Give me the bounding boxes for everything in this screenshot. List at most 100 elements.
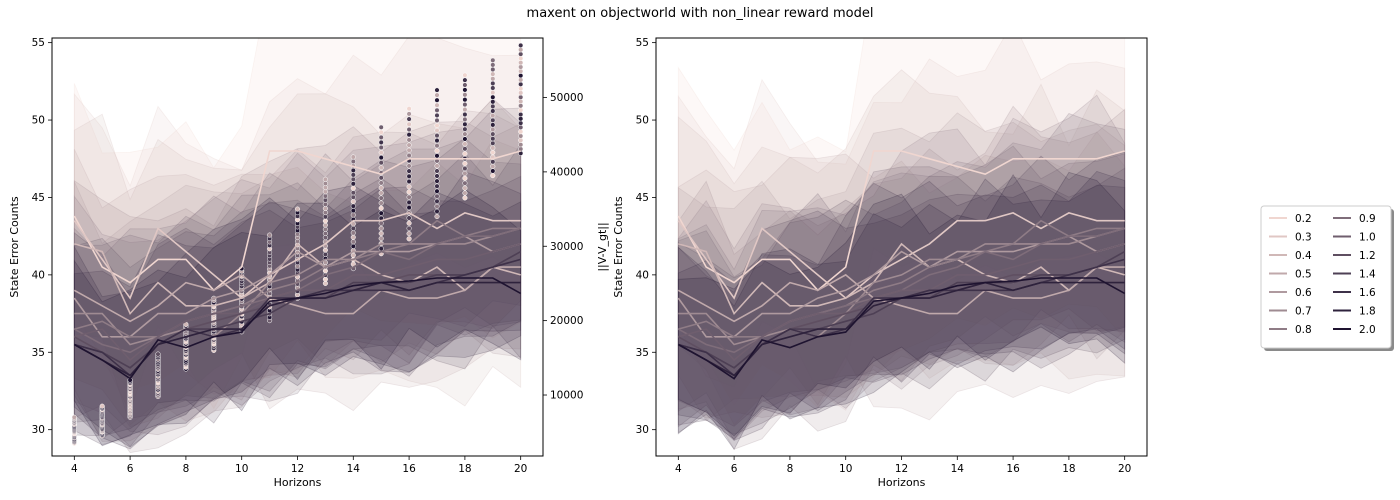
x-tick-label: 6 [127, 463, 134, 475]
legend: 0.2 0.3 0.4 0.5 0.6 0.7 0.8 0.9 1.0 1.2 1.4 1.6 1.8 2… [1260, 205, 1394, 351]
band-1.6 [677, 180, 1126, 440]
scatter-point [322, 205, 328, 212]
scatter-point [462, 175, 468, 181]
scatter-point [434, 203, 440, 209]
scatter-point [462, 146, 468, 152]
scatter-point [434, 148, 440, 154]
scatter-point [462, 165, 468, 172]
x-tick-label: 14 [951, 463, 965, 475]
x-tick-label: 16 [402, 463, 416, 475]
scatter-point [378, 246, 384, 252]
scatter-point [462, 82, 468, 88]
scatter-point [350, 212, 356, 218]
scatter-point [378, 230, 384, 237]
scatter-point [434, 127, 440, 134]
x-tick-label: 18 [1062, 463, 1075, 475]
scatter-point [406, 236, 412, 242]
scatter-point [490, 57, 496, 63]
scatter-point [518, 124, 524, 130]
series-line-0.7 [678, 227, 1125, 346]
scatter-point [490, 113, 496, 119]
scatter-point [406, 215, 412, 221]
scatter-point [267, 232, 273, 238]
x-tick-label: 10 [839, 463, 852, 475]
scatter-point [434, 107, 440, 113]
series-line-1.0 [74, 243, 521, 362]
scatter-point [518, 94, 524, 100]
x-tick-label: 6 [731, 463, 738, 475]
scatter-point [350, 199, 356, 205]
scatter-point [378, 190, 384, 196]
scatter-point [350, 185, 356, 191]
x-tick-label: 14 [347, 463, 361, 475]
series-line-0.8 [74, 219, 521, 338]
scatter-point [518, 86, 524, 92]
scatter-point [406, 199, 412, 205]
scatter-point [434, 193, 440, 199]
scatter-point [490, 159, 496, 165]
scatter-point [434, 97, 440, 103]
scatter-point [490, 90, 496, 96]
scatter-point [378, 175, 384, 181]
scatter-point [406, 121, 412, 127]
scatter-point [99, 403, 105, 409]
scatter-point [406, 184, 412, 190]
scatter-point [462, 92, 468, 98]
scatter-point [378, 195, 384, 201]
scatter-point [322, 226, 328, 232]
scatter-point [462, 170, 468, 176]
legend-label-0.4: 0.4 [1295, 250, 1312, 262]
scatter-point [490, 145, 496, 151]
scatter-point [406, 142, 412, 148]
legend-label-0.8: 0.8 [1295, 324, 1312, 336]
band-2.0 [677, 171, 1126, 437]
scatter-point [322, 276, 328, 282]
scatter-point [518, 107, 524, 113]
x-tick-label: 4 [675, 463, 682, 475]
x-tick-label: 10 [235, 463, 248, 475]
scatter-point [434, 188, 440, 194]
scatter-point [434, 183, 440, 189]
scatter-point [350, 172, 356, 178]
right-plot-panel: 4 6 8 10 12 14 16 18 20 30 35 40 45 50 55 Horizons State… [612, 37, 1148, 489]
scatter-point [518, 142, 524, 148]
scatter-point [462, 126, 468, 132]
scatter-point [434, 198, 440, 204]
scatter-point [378, 210, 384, 216]
scatter-point [518, 77, 524, 83]
x-tick-label: 8 [183, 463, 190, 475]
y2-axis-title: ||V-V_gt|| [596, 222, 609, 271]
scatter-point [490, 168, 496, 174]
scatter-point [434, 143, 440, 149]
series-line-0.3 [73, 212, 521, 300]
scatter-point [406, 225, 412, 231]
scatter-point [462, 97, 468, 103]
band-0.7 [677, 105, 1126, 450]
band-1.8 [677, 170, 1126, 451]
y-tick-label: 35 [636, 347, 649, 359]
scatter-point [350, 203, 356, 209]
band-2.0 [73, 189, 522, 447]
y-tick-label: 35 [32, 347, 45, 359]
scatter-point [322, 176, 328, 182]
scatter-point [406, 152, 412, 159]
series-line-0.7 [74, 227, 521, 346]
x-tick-label: 16 [1006, 463, 1020, 475]
x-tick-label: 12 [895, 463, 908, 475]
scatter-point [518, 129, 524, 135]
legend-label-0.9: 0.9 [1359, 213, 1376, 225]
scatter-point [322, 189, 328, 195]
scatter-point [490, 94, 496, 100]
legend-label-1.6: 1.6 [1359, 287, 1376, 299]
x-axis-title: Horizons [274, 476, 322, 489]
scatter-point [406, 111, 412, 117]
scatter-point [406, 137, 412, 143]
scatter-point [434, 122, 440, 129]
scatter-point [434, 213, 440, 220]
scatter-point [518, 60, 524, 66]
scatter-point [378, 235, 384, 242]
y-tick-label: 45 [32, 192, 45, 204]
scatter-point [462, 131, 468, 137]
scatter-point [490, 71, 496, 77]
scatter-point [434, 133, 440, 139]
